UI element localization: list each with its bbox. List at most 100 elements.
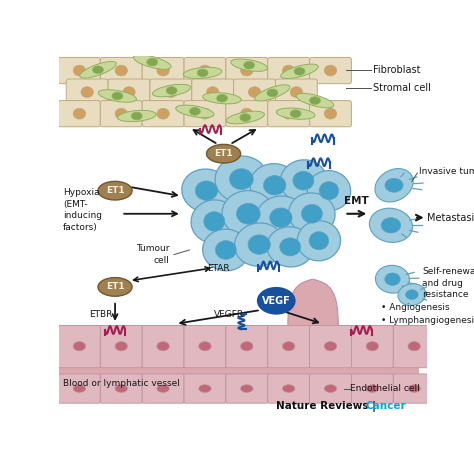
Ellipse shape xyxy=(256,196,306,239)
Ellipse shape xyxy=(204,212,225,231)
Ellipse shape xyxy=(296,93,334,108)
Text: VEGFR: VEGFR xyxy=(214,310,245,319)
Ellipse shape xyxy=(283,65,295,76)
Ellipse shape xyxy=(80,62,116,78)
FancyBboxPatch shape xyxy=(310,325,351,368)
Ellipse shape xyxy=(241,385,253,392)
FancyBboxPatch shape xyxy=(100,101,142,127)
Text: Stromal cell: Stromal cell xyxy=(373,83,431,93)
Ellipse shape xyxy=(164,87,177,97)
Text: Tumour
cell: Tumour cell xyxy=(136,244,169,265)
Ellipse shape xyxy=(115,342,128,351)
Ellipse shape xyxy=(98,89,137,102)
Ellipse shape xyxy=(112,92,123,100)
Ellipse shape xyxy=(408,342,420,351)
Ellipse shape xyxy=(375,265,410,293)
Ellipse shape xyxy=(398,284,426,306)
Text: ETBR: ETBR xyxy=(89,310,112,319)
Ellipse shape xyxy=(166,87,177,95)
Ellipse shape xyxy=(301,205,322,223)
Ellipse shape xyxy=(98,181,132,200)
FancyBboxPatch shape xyxy=(100,325,142,368)
Ellipse shape xyxy=(324,108,337,119)
Ellipse shape xyxy=(203,229,249,271)
FancyBboxPatch shape xyxy=(142,57,184,83)
Ellipse shape xyxy=(270,208,292,227)
Ellipse shape xyxy=(283,342,295,351)
Ellipse shape xyxy=(157,65,169,76)
Text: ET1: ET1 xyxy=(214,149,233,158)
Ellipse shape xyxy=(207,87,219,97)
Ellipse shape xyxy=(369,208,412,242)
Ellipse shape xyxy=(406,290,418,300)
Ellipse shape xyxy=(123,87,135,97)
Ellipse shape xyxy=(157,385,169,392)
FancyBboxPatch shape xyxy=(100,57,142,83)
FancyBboxPatch shape xyxy=(108,79,150,105)
Ellipse shape xyxy=(190,108,201,115)
Text: EMT: EMT xyxy=(345,196,369,206)
Ellipse shape xyxy=(240,114,251,121)
FancyBboxPatch shape xyxy=(226,325,268,368)
FancyBboxPatch shape xyxy=(142,101,184,127)
Ellipse shape xyxy=(237,203,260,224)
FancyBboxPatch shape xyxy=(150,79,192,105)
Ellipse shape xyxy=(324,385,337,392)
Ellipse shape xyxy=(73,342,86,351)
Ellipse shape xyxy=(309,232,328,250)
Text: ET1: ET1 xyxy=(106,186,124,195)
FancyBboxPatch shape xyxy=(351,374,393,403)
Ellipse shape xyxy=(183,67,222,78)
FancyBboxPatch shape xyxy=(268,101,310,127)
FancyBboxPatch shape xyxy=(184,101,226,127)
FancyBboxPatch shape xyxy=(184,325,226,368)
Ellipse shape xyxy=(157,108,169,119)
Ellipse shape xyxy=(290,110,301,117)
Ellipse shape xyxy=(307,171,351,211)
Text: Blood or lymphatic vessel: Blood or lymphatic vessel xyxy=(63,379,180,388)
Text: ETAR: ETAR xyxy=(207,264,230,273)
FancyBboxPatch shape xyxy=(58,374,100,403)
FancyBboxPatch shape xyxy=(275,79,317,105)
FancyBboxPatch shape xyxy=(310,374,351,403)
Ellipse shape xyxy=(257,287,296,315)
PathPatch shape xyxy=(288,279,338,325)
Ellipse shape xyxy=(81,87,93,97)
Ellipse shape xyxy=(222,191,274,237)
Ellipse shape xyxy=(255,85,290,101)
Ellipse shape xyxy=(366,342,379,351)
Ellipse shape xyxy=(267,227,313,267)
FancyBboxPatch shape xyxy=(226,57,268,83)
Ellipse shape xyxy=(283,108,295,119)
Ellipse shape xyxy=(283,385,295,392)
Ellipse shape xyxy=(324,342,337,351)
FancyBboxPatch shape xyxy=(184,374,226,403)
FancyBboxPatch shape xyxy=(393,374,435,403)
Ellipse shape xyxy=(92,66,103,74)
Text: Endothelial cell: Endothelial cell xyxy=(350,384,419,393)
FancyBboxPatch shape xyxy=(226,374,268,403)
FancyBboxPatch shape xyxy=(268,374,310,403)
Text: Self-renewal
and drug
resistance: Self-renewal and drug resistance xyxy=(422,267,474,299)
Text: Fibroblast: Fibroblast xyxy=(373,65,420,75)
Ellipse shape xyxy=(115,65,128,76)
Ellipse shape xyxy=(385,273,400,286)
Ellipse shape xyxy=(215,240,237,259)
Ellipse shape xyxy=(267,89,278,97)
Ellipse shape xyxy=(366,385,379,392)
Ellipse shape xyxy=(197,69,208,77)
Ellipse shape xyxy=(73,385,86,392)
FancyBboxPatch shape xyxy=(58,101,100,127)
Ellipse shape xyxy=(199,342,211,351)
Text: VEGF: VEGF xyxy=(262,296,291,306)
Ellipse shape xyxy=(195,181,218,200)
FancyBboxPatch shape xyxy=(142,325,184,368)
Ellipse shape xyxy=(244,62,255,69)
Ellipse shape xyxy=(131,112,142,120)
FancyBboxPatch shape xyxy=(351,325,393,368)
Text: Metastasis: Metastasis xyxy=(428,212,474,223)
Text: Hypoxia
(EMT-
inducing
factors): Hypoxia (EMT- inducing factors) xyxy=(63,188,102,232)
Text: Nature Reviews |: Nature Reviews | xyxy=(276,401,380,412)
Ellipse shape xyxy=(310,97,320,104)
Ellipse shape xyxy=(289,193,335,235)
